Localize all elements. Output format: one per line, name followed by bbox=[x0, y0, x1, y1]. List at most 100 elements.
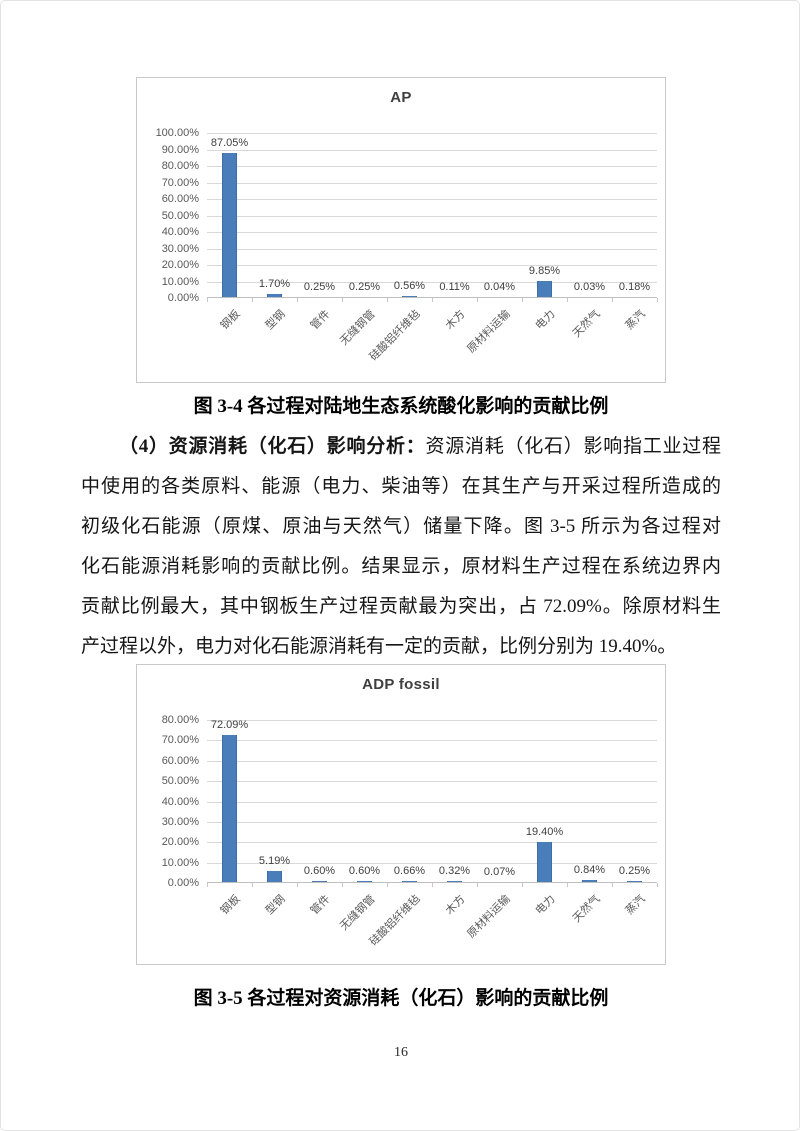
x-axis-tick bbox=[342, 298, 343, 302]
gridline bbox=[207, 232, 657, 233]
x-axis-tick bbox=[252, 298, 253, 302]
gridline bbox=[207, 842, 657, 844]
x-axis-category-text: 木方 bbox=[443, 308, 468, 333]
bar-value-label: 19.40% bbox=[525, 826, 564, 838]
gridline bbox=[207, 166, 657, 167]
x-axis-category-text: 电力 bbox=[533, 308, 558, 333]
bar-value-label: 1.70% bbox=[258, 278, 291, 290]
y-axis-tick-label: 30.00% bbox=[161, 242, 199, 255]
x-axis-line bbox=[207, 297, 657, 298]
gridline bbox=[207, 215, 657, 217]
x-axis-tick bbox=[612, 298, 613, 302]
bar-value-label: 0.66% bbox=[393, 864, 426, 877]
bar-value-label: 0.25% bbox=[348, 280, 381, 293]
bar-蒸汽 bbox=[627, 881, 642, 882]
bar-value-label: 0.56% bbox=[393, 280, 426, 292]
bar-value-label: 0.84% bbox=[573, 864, 606, 876]
x-axis-category-text: 天然气 bbox=[570, 308, 603, 340]
x-axis-tick bbox=[387, 298, 388, 302]
x-axis-tick bbox=[567, 883, 568, 887]
x-axis-category-text: 电力 bbox=[533, 893, 558, 918]
x-axis-tick bbox=[477, 883, 478, 887]
y-axis-tick-label: 0.00% bbox=[167, 292, 199, 304]
bar-value-label: 0.60% bbox=[348, 864, 381, 877]
gridline bbox=[207, 248, 657, 250]
x-axis-category-text: 原材料运输 bbox=[464, 308, 513, 356]
paragraph-line-1-text: 资源消耗（化石）影响指工业过程 bbox=[425, 436, 721, 457]
bar-value-label: 9.85% bbox=[528, 264, 561, 277]
x-axis-tick bbox=[657, 298, 658, 302]
x-axis-tick bbox=[207, 883, 208, 887]
y-axis-tick-label: 0.00% bbox=[167, 877, 199, 889]
page-number: 16 bbox=[394, 1045, 408, 1060]
paragraph-line-4: 化石能源消耗影响的贡献比例。结果显示，原材料生产过程在系统边界内 bbox=[81, 556, 721, 577]
bar-管件 bbox=[312, 881, 327, 882]
x-axis-category-text: 钢板 bbox=[218, 308, 243, 333]
x-axis-category-text: 钢板 bbox=[218, 893, 243, 918]
paragraph-line-2: 中使用的各类原料、能源（电力、柴油等）在其生产与开采过程所造成的 bbox=[81, 476, 721, 497]
x-axis-category-text: 无缝钢管 bbox=[337, 893, 378, 933]
bar-value-label: 87.05% bbox=[210, 137, 249, 149]
chart-ap: AP 100.00% 90.00% 80.00% 70.00% 60.00% 50.00%… bbox=[136, 77, 666, 383]
x-axis-tick bbox=[387, 883, 388, 887]
bar-硅酸铝纤维毡 bbox=[402, 881, 417, 882]
figure-caption-3-5: 图 3-5 各过程对资源消耗（化石）影响的贡献比例 bbox=[193, 988, 609, 1009]
body-paragraph: （4）资源消耗（化石）影响分析：资源消耗（化石）影响指工业过程 中使用的各类原料… bbox=[81, 427, 721, 667]
gridline bbox=[207, 781, 657, 783]
bar-型钢 bbox=[267, 871, 282, 882]
x-axis-category-text: 蒸汽 bbox=[623, 308, 648, 333]
gridline bbox=[207, 801, 657, 803]
paragraph-line-6: 产过程以外，电力对化石能源消耗有一定的贡献，比例分别为 19.40%。 bbox=[81, 636, 677, 657]
bar-value-label: 0.07% bbox=[483, 865, 516, 878]
x-axis-category-text: 管件 bbox=[308, 893, 333, 918]
paragraph-bold-lead: （4）资源消耗（化石）影响分析： bbox=[119, 436, 426, 457]
x-axis-tick bbox=[432, 883, 433, 887]
x-axis-tick bbox=[522, 298, 523, 302]
x-axis-tick bbox=[432, 298, 433, 302]
gridline bbox=[207, 720, 657, 721]
y-axis-tick-label: 10.00% bbox=[161, 856, 199, 869]
y-axis-tick-label: 50.00% bbox=[161, 775, 199, 788]
gridline bbox=[207, 281, 657, 283]
x-axis-tick bbox=[297, 883, 298, 887]
bar-value-label: 0.25% bbox=[618, 865, 651, 877]
x-axis-category-text: 型钢 bbox=[263, 308, 288, 333]
y-axis-tick-label: 50.00% bbox=[161, 209, 199, 222]
y-axis-tick-label: 80.00% bbox=[161, 160, 199, 172]
x-axis-tick bbox=[657, 883, 658, 887]
x-axis-line bbox=[207, 882, 657, 883]
paragraph-line-3: 初级化石能源（原煤、原油与天然气）储量下降。图 3-5 所示为各过程对 bbox=[81, 516, 721, 537]
bar-电力 bbox=[537, 842, 552, 882]
bar-value-label: 0.11% bbox=[439, 280, 470, 293]
chart-adp-fossil: ADP fossil 80.00% 70.00% 60.00% 50.00% 40.00… bbox=[136, 664, 666, 965]
y-axis-tick-label: 40.00% bbox=[161, 795, 199, 808]
y-axis-tick-label: 60.00% bbox=[161, 754, 199, 767]
y-axis-tick-label: 40.00% bbox=[161, 226, 199, 238]
chart-title: ADP fossil bbox=[362, 676, 440, 693]
y-axis-tick-label: 90.00% bbox=[161, 143, 199, 156]
x-axis-tick bbox=[207, 298, 208, 302]
gridline bbox=[207, 862, 657, 864]
bar-钢板 bbox=[222, 735, 237, 882]
chart-title: AP bbox=[390, 89, 412, 106]
bar-value-label: 0.03% bbox=[573, 280, 606, 293]
x-axis-tick bbox=[567, 298, 568, 302]
bar-value-label: 0.25% bbox=[303, 280, 336, 293]
x-axis-tick bbox=[252, 883, 253, 887]
y-axis-tick-label: 20.00% bbox=[161, 259, 199, 271]
x-axis-tick bbox=[342, 883, 343, 887]
y-axis-tick-label: 70.00% bbox=[161, 734, 199, 747]
bar-木方 bbox=[447, 881, 462, 882]
figure-caption-3-4: 图 3-4 各过程对陆地生态系统酸化影响的贡献比例 bbox=[193, 396, 609, 417]
y-axis-tick-label: 10.00% bbox=[161, 275, 199, 288]
bar-硅酸铝纤维毡 bbox=[402, 296, 417, 297]
y-axis-tick-label: 60.00% bbox=[161, 193, 199, 205]
y-axis-tick-label: 20.00% bbox=[161, 836, 199, 849]
y-axis-tick-label: 70.00% bbox=[161, 176, 199, 189]
x-axis-category-text: 天然气 bbox=[570, 893, 603, 925]
bar-钢板 bbox=[222, 153, 237, 297]
gridline bbox=[207, 740, 657, 742]
x-axis-tick bbox=[522, 883, 523, 887]
paragraph-line-1: （4）资源消耗（化石）影响分析：资源消耗（化石）影响指工业过程 bbox=[81, 427, 721, 467]
